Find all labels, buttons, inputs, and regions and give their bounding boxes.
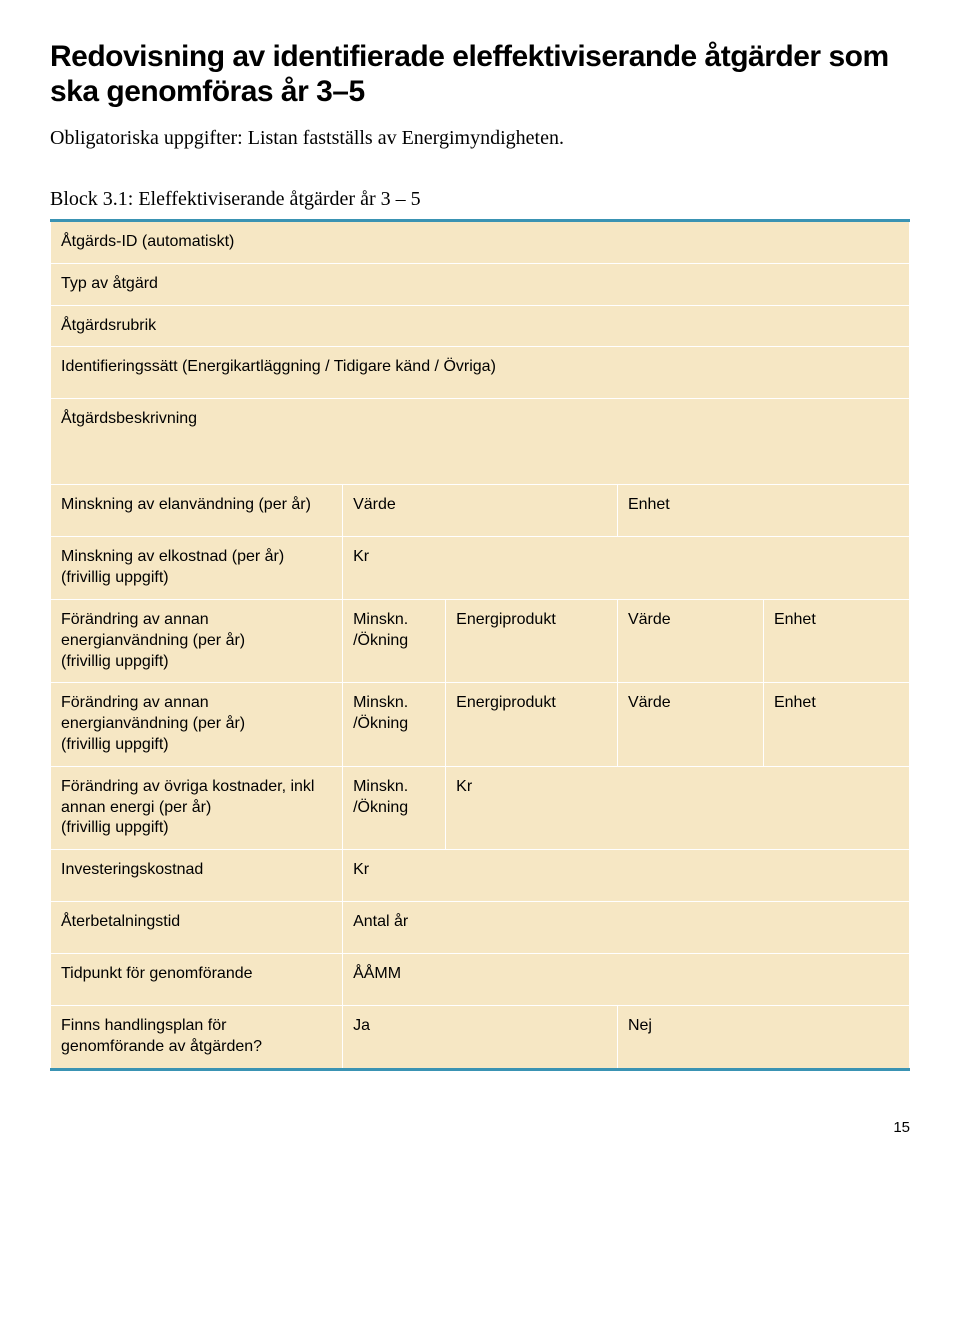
cell-aamm: ÅÅMM [343,954,910,1006]
page-heading: Redovisning av identifierade eleffektivi… [50,40,910,109]
cell-enhet: Enhet [763,683,909,766]
row-atgardsbeskrivning: Åtgärdsbeskrivning [51,399,910,485]
cell-varde: Värde [617,599,763,682]
cell-enhet: Enhet [763,599,909,682]
row-handlingsplan-label: Finns handlingsplan för genomförande av … [51,1006,343,1070]
cell-minskn-okning: Minskn./Ökning [343,766,446,849]
cell-nej: Nej [617,1006,909,1070]
subtitle: Obligatoriska uppgifter: Listan faststäl… [50,127,910,150]
cell-minskn-okning: Minskn./Ökning [343,683,446,766]
cell-enhet: Enhet [617,485,909,537]
block-label: Block 3.1: Eleffektiviserande åtgärder å… [50,188,910,211]
cell-kr: Kr [446,766,910,849]
row-forandring-energi-1-label: Förändring av annan energianvändning (pe… [51,599,343,682]
cell-energiprodukt: Energiprodukt [446,599,618,682]
cell-kr: Kr [343,537,910,600]
row-atgardsrubrik: Åtgärdsrubrik [51,305,910,347]
row-minskning-elanvandning-label: Minskning av elanvändning (per år) [51,485,343,537]
row-investeringskostnad-label: Investeringskostnad [51,850,343,902]
cell-kr: Kr [343,850,910,902]
row-tidpunkt-label: Tidpunkt för genomförande [51,954,343,1006]
row-forandring-energi-2-label: Förändring av annan energianvändning (pe… [51,683,343,766]
form-table: Åtgärds-ID (automatiskt) Typ av åtgärd Å… [50,219,910,1071]
row-aterbetalningstid-label: Återbetalningstid [51,902,343,954]
row-typ-av-atgard: Typ av åtgärd [51,263,910,305]
cell-antal-ar: Antal år [343,902,910,954]
row-forandring-ovriga-label: Förändring av övriga kostnader, inkl ann… [51,766,343,849]
row-minskning-elkostnad-label: Minskning av elkostnad (per år)(frivilli… [51,537,343,600]
row-identifieringssatt: Identifieringssätt (Energikartläggning /… [51,347,910,399]
cell-minskn-okning: Minskn./Ökning [343,599,446,682]
cell-varde: Värde [343,485,618,537]
cell-ja: Ja [343,1006,618,1070]
row-atgards-id: Åtgärds-ID (automatiskt) [51,221,910,264]
cell-varde: Värde [617,683,763,766]
page-number: 15 [50,1119,910,1136]
cell-energiprodukt: Energiprodukt [446,683,618,766]
